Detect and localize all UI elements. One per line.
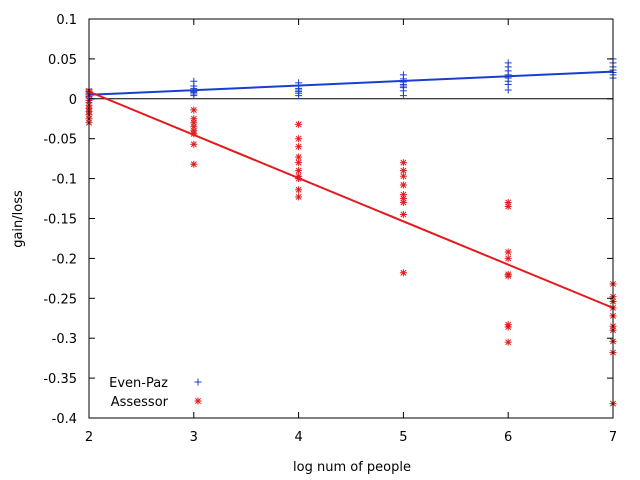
data-point-assessor bbox=[399, 172, 407, 180]
data-point-assessor bbox=[399, 199, 407, 207]
x-axis-label: log num of people bbox=[293, 460, 411, 475]
y-tick-label: -0.1 bbox=[52, 173, 77, 188]
legend-label-even-paz: Even-Paz bbox=[109, 376, 168, 391]
data-point-even-paz bbox=[399, 92, 407, 100]
y-tick-label: -0.4 bbox=[52, 412, 77, 427]
data-point-assessor bbox=[295, 135, 303, 143]
data-point-assessor bbox=[504, 272, 512, 280]
x-tick-label: 7 bbox=[609, 430, 617, 445]
y-tick-label: -0.2 bbox=[52, 252, 77, 267]
y-tick-label: 0.1 bbox=[56, 13, 77, 28]
y-axis-label: gain/loss bbox=[11, 190, 26, 248]
data-point-assessor bbox=[504, 254, 512, 262]
data-point-assessor bbox=[295, 120, 303, 128]
x-tick-label: 3 bbox=[190, 430, 198, 445]
data-point-assessor bbox=[399, 211, 407, 219]
legend-marker-even-paz bbox=[194, 378, 202, 386]
x-tick-label: 2 bbox=[85, 430, 93, 445]
data-point-assessor bbox=[504, 338, 512, 346]
data-point-assessor bbox=[295, 193, 303, 201]
data-point-assessor bbox=[295, 159, 303, 167]
data-point-assessor bbox=[399, 159, 407, 167]
data-point-assessor bbox=[190, 140, 198, 148]
fit-line-assessor bbox=[88, 90, 614, 309]
data-point-assessor bbox=[504, 203, 512, 211]
axis-ticks: 0.1 0.05 0 -0.05 -0.1 -0.15 -0.2 -0.25 -0.3 -0.35… bbox=[43, 13, 617, 445]
y-tick-label: 0.05 bbox=[48, 53, 77, 68]
x-tick-label: 5 bbox=[399, 430, 407, 445]
data-point-assessor bbox=[504, 248, 512, 256]
data-point-even-paz bbox=[295, 92, 303, 100]
data-point-assessor bbox=[190, 106, 198, 114]
y-tick-label: -0.05 bbox=[43, 133, 77, 148]
legend-marker-assessor bbox=[194, 397, 202, 405]
y-tick-label: -0.35 bbox=[43, 372, 77, 387]
y-tick-label: -0.3 bbox=[52, 332, 77, 347]
fit-line-even-paz bbox=[88, 70, 614, 96]
data-point-assessor bbox=[504, 323, 512, 331]
data-point-even-paz bbox=[504, 86, 512, 94]
data-point-assessor bbox=[295, 186, 303, 194]
data-point-even-paz bbox=[190, 92, 198, 100]
legend: Even-Paz Assessor bbox=[109, 376, 202, 410]
legend-label-assessor: Assessor bbox=[111, 395, 169, 410]
y-tick-label: 0 bbox=[69, 93, 77, 108]
y-tick-label: -0.15 bbox=[43, 213, 77, 228]
data-point-assessor bbox=[295, 153, 303, 161]
x-tick-label: 6 bbox=[504, 430, 512, 445]
plot-area bbox=[85, 55, 617, 408]
x-tick-label: 4 bbox=[294, 430, 302, 445]
data-point-assessor bbox=[399, 181, 407, 189]
data-point-assessor bbox=[295, 143, 303, 151]
y-tick-label: -0.25 bbox=[43, 292, 77, 307]
data-point-assessor bbox=[399, 269, 407, 277]
data-point-assessor bbox=[295, 167, 303, 175]
data-point-assessor bbox=[190, 160, 198, 168]
